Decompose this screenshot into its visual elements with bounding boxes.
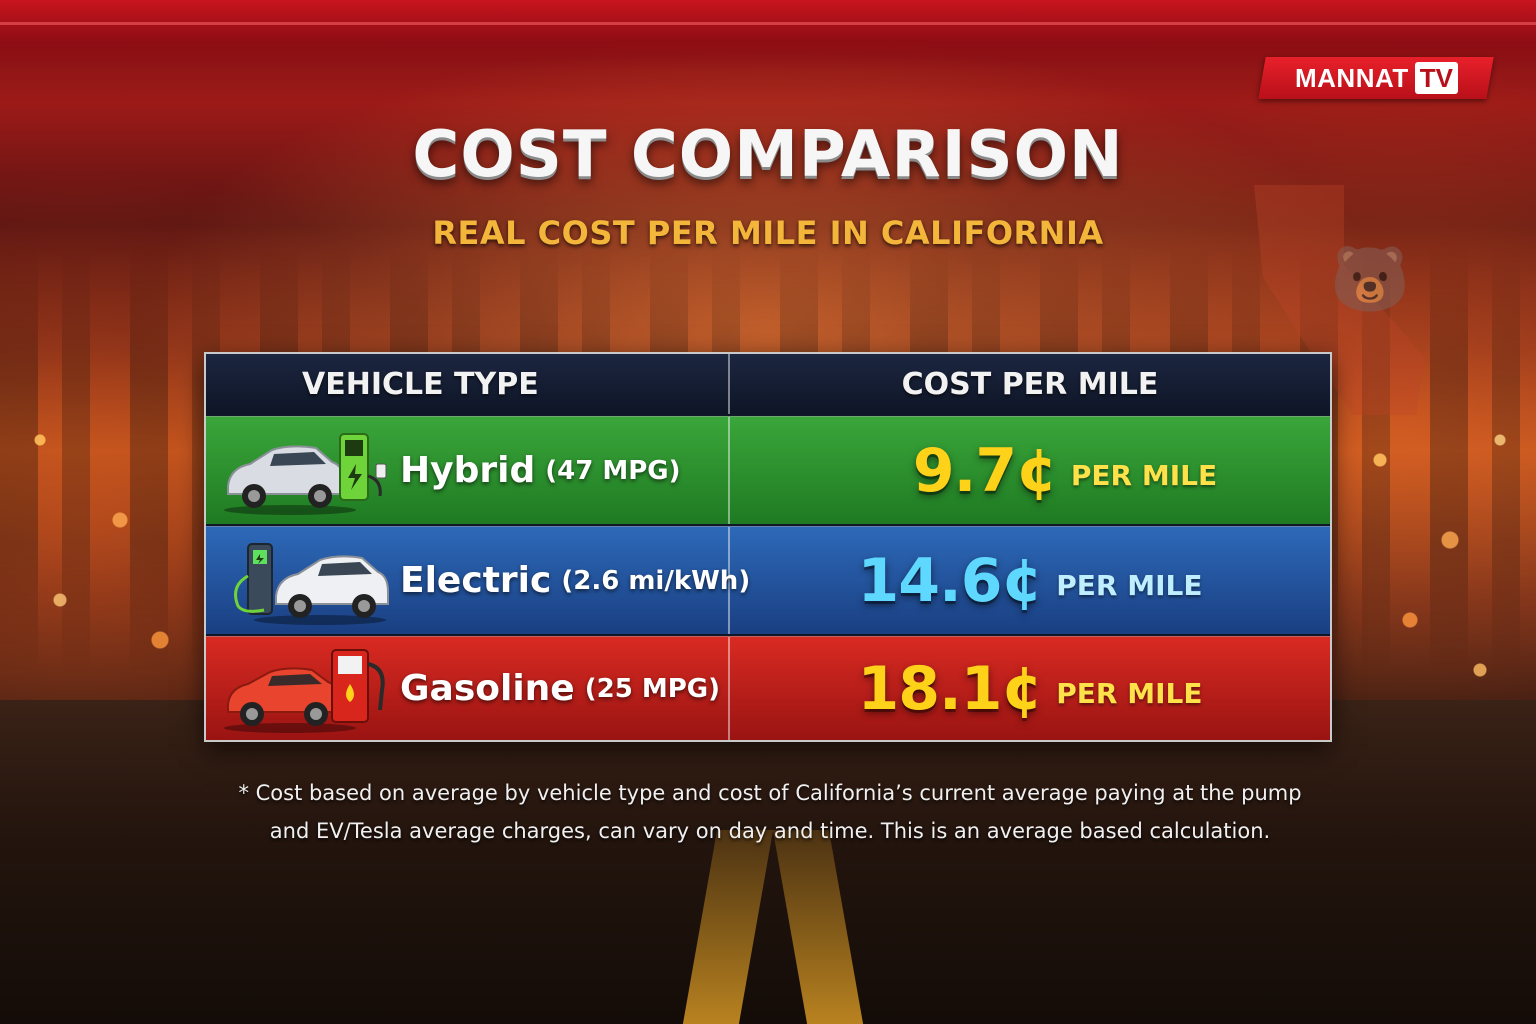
cost-value: 9.7¢ [912,435,1058,506]
vehicle-spec: (47 MPG) [545,455,681,486]
column-header: VEHICLE TYPE [302,366,539,402]
table-row-gasoline: Gasoline (25 MPG) 18.1¢ PER MILE [206,636,1330,740]
electric-car-charger-icon [220,536,392,626]
top-banner-line [0,22,1536,25]
brand-tv: TV [1414,62,1458,94]
page-subtitle: REAL COST PER MILE IN CALIFORNIA [432,214,1104,252]
table-row-electric: Electric (2.6 mi/kWh) 14.6¢ PER MILE [206,526,1330,634]
cost-cell: 18.1¢ PER MILE [730,637,1330,740]
vehicle-spec: (2.6 mi/kWh) [561,565,751,596]
vehicle-cell: Gasoline (25 MPG) [206,637,730,740]
cost-unit: PER MILE [1056,569,1203,602]
footnote: * Cost based on average by vehicle type … [200,774,1340,850]
cost-value: 14.6¢ [857,545,1043,616]
cost-unit: PER MILE [1056,677,1203,710]
table-row-hybrid: Hybrid (47 MPG) 9.7¢ PER MILE [206,416,1330,524]
header-cell-cost-per-mile: COST PER MILE [730,354,1330,414]
vehicle-name: Hybrid [400,450,536,491]
vehicle-name: Electric [400,560,552,601]
footnote-line: * Cost based on average by vehicle type … [238,781,1302,805]
header-cell-vehicle-type: VEHICLE TYPE [206,354,730,414]
vehicle-cell: Electric (2.6 mi/kWh) [206,527,750,634]
gas-car-pump-icon [220,644,392,734]
table-header-row: VEHICLE TYPE COST PER MILE [206,354,1330,414]
vehicle-cell: Hybrid (47 MPG) [206,417,730,524]
page-title: COST COMPARISON [412,118,1124,192]
cost-cell: 9.7¢ PER MILE [730,417,1330,524]
column-header: COST PER MILE [901,366,1159,402]
footnote-line: and EV/Tesla average charges, can vary o… [269,819,1271,843]
vehicle-name: Gasoline [400,668,575,709]
brand-name: MANNAT [1294,62,1409,93]
brand-logo: MANNAT TV [1258,57,1494,99]
cost-cell: 14.6¢ PER MILE [730,527,1330,634]
cost-unit: PER MILE [1070,459,1218,492]
vehicle-spec: (25 MPG) [584,673,721,704]
hybrid-car-charger-icon [220,426,392,516]
bear-icon: 🐻 [1330,243,1410,317]
cost-table: VEHICLE TYPE COST PER MILE [204,352,1332,742]
cost-value: 18.1¢ [857,653,1043,724]
road [0,700,1536,1024]
